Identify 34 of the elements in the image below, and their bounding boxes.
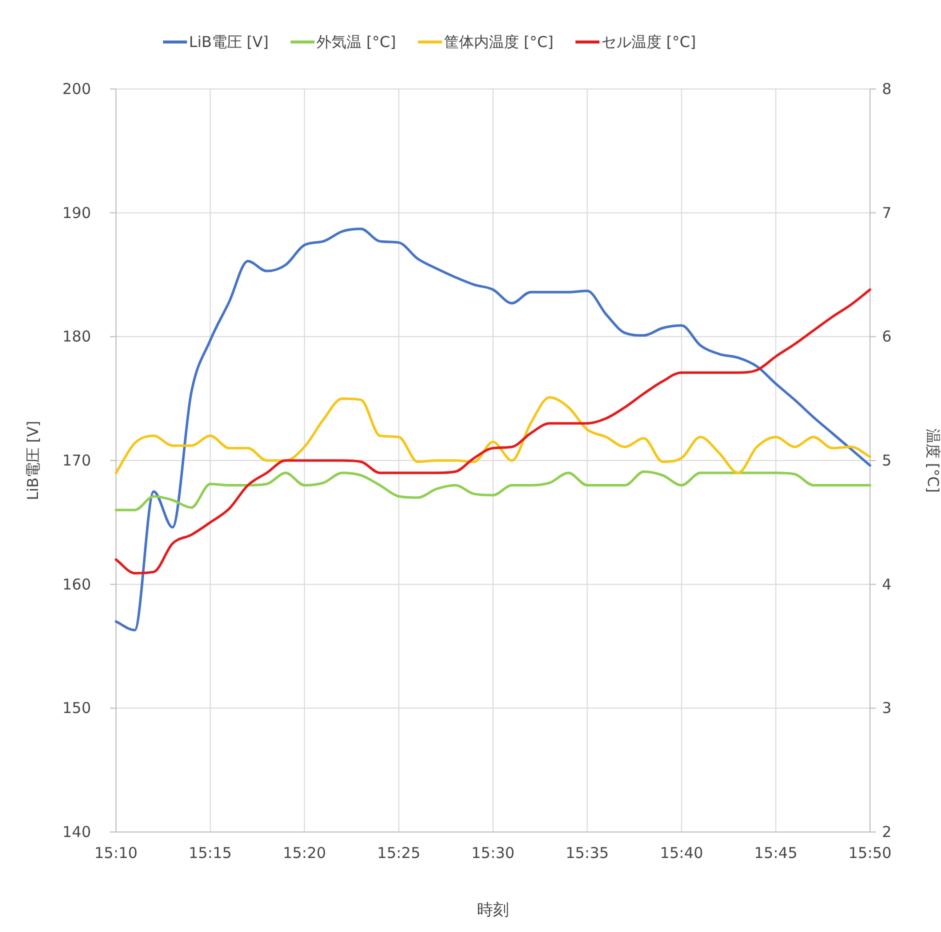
y-tick-label: 190 <box>62 204 91 222</box>
y2-tick-label: 3 <box>882 699 892 718</box>
legend-label: 筐体内温度 [°C] <box>444 33 554 51</box>
x-tick-label: 15:50 <box>848 844 892 862</box>
x-tick-label: 15:35 <box>566 844 609 862</box>
x-axis-title: 時刻 <box>477 900 509 919</box>
y2-axis-title: 温度 [°C] <box>924 428 941 493</box>
y-tick-label: 160 <box>62 575 91 594</box>
y-tick-label: 140 <box>62 823 91 841</box>
line-series <box>114 470 872 512</box>
x-tick-label: 15:30 <box>471 844 515 862</box>
line-series <box>114 288 872 574</box>
y2-tick-label: 8 <box>882 80 892 98</box>
line-series <box>114 228 872 632</box>
x-tick-label: 15:25 <box>377 844 420 862</box>
x-tick-label: 15:45 <box>754 844 798 862</box>
x-tick-label: 15:20 <box>282 844 326 862</box>
y-tick-label: 200 <box>62 80 91 98</box>
x-tick-label: 15:40 <box>660 844 704 862</box>
y-axis-title: LiB電圧 [V] <box>24 420 42 500</box>
x-tick-label: 15:10 <box>94 844 138 862</box>
line-series <box>114 396 872 474</box>
legend-label: 外気温 [°C] <box>316 33 396 51</box>
y-tick-label: 170 <box>62 452 91 470</box>
y-tick-label: 150 <box>62 699 91 718</box>
x-tick-label: 15:15 <box>188 844 232 862</box>
y2-tick-label: 6 <box>882 328 892 346</box>
y2-tick-label: 7 <box>882 204 892 222</box>
y2-tick-label: 4 <box>882 575 892 594</box>
y2-tick-label: 5 <box>882 452 892 470</box>
legend-label: セル温度 [°C] <box>601 33 696 51</box>
y2-tick-label: 2 <box>882 823 892 841</box>
y-tick-label: 180 <box>62 328 91 346</box>
legend-label: LiB電圧 [V] <box>189 33 269 51</box>
